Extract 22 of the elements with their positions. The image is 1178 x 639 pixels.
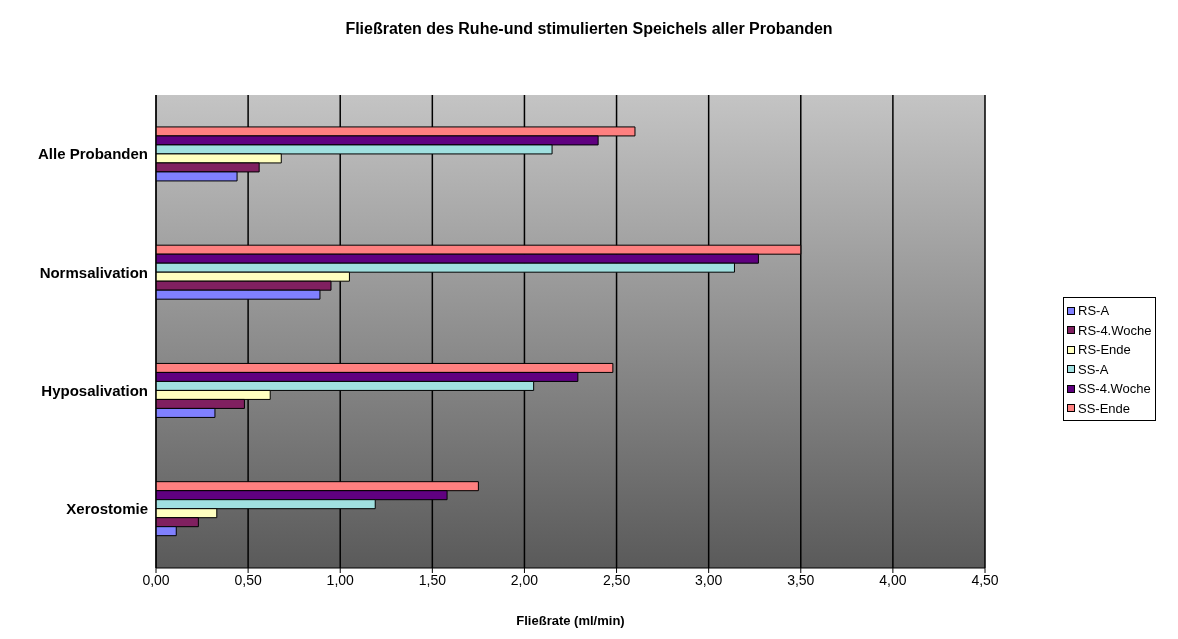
chart-title: Fließraten des Ruhe-und stimulierten Speichels aller Probanden: [344, 20, 834, 38]
x-tick-label: 3,00: [695, 571, 723, 588]
x-axis-title: Fließrate (ml/min): [515, 613, 626, 628]
y-tick-label: Xerostomie: [66, 500, 148, 518]
x-tick-label: 1,00: [326, 571, 355, 588]
x-tick-label: 4,50: [971, 571, 999, 588]
y-tick-label: Alle Probanden: [37, 145, 148, 163]
legend-label: RS-A: [1078, 302, 1110, 320]
legend-label: RS-Ende: [1078, 341, 1131, 359]
x-tick-label: 2,00: [510, 571, 539, 588]
legend-label: SS-A: [1078, 360, 1109, 379]
y-tick-label: Normsalivation: [39, 263, 148, 281]
x-tick-label: 1,50: [418, 571, 447, 588]
x-tick-label: 3,50: [787, 571, 815, 588]
legend-label: SS-Ende: [1078, 399, 1131, 418]
x-tick-label: 4,00: [879, 571, 907, 588]
legend-label: SS-4.Woche: [1078, 380, 1151, 398]
x-tick-label: 0,50: [234, 571, 262, 588]
x-tick-label: 0,00: [142, 571, 170, 588]
legend-label: RS-4.Woche: [1078, 321, 1152, 340]
x-tick-label: 2,50: [602, 571, 631, 588]
y-tick-label: Hyposalivation: [41, 381, 148, 399]
